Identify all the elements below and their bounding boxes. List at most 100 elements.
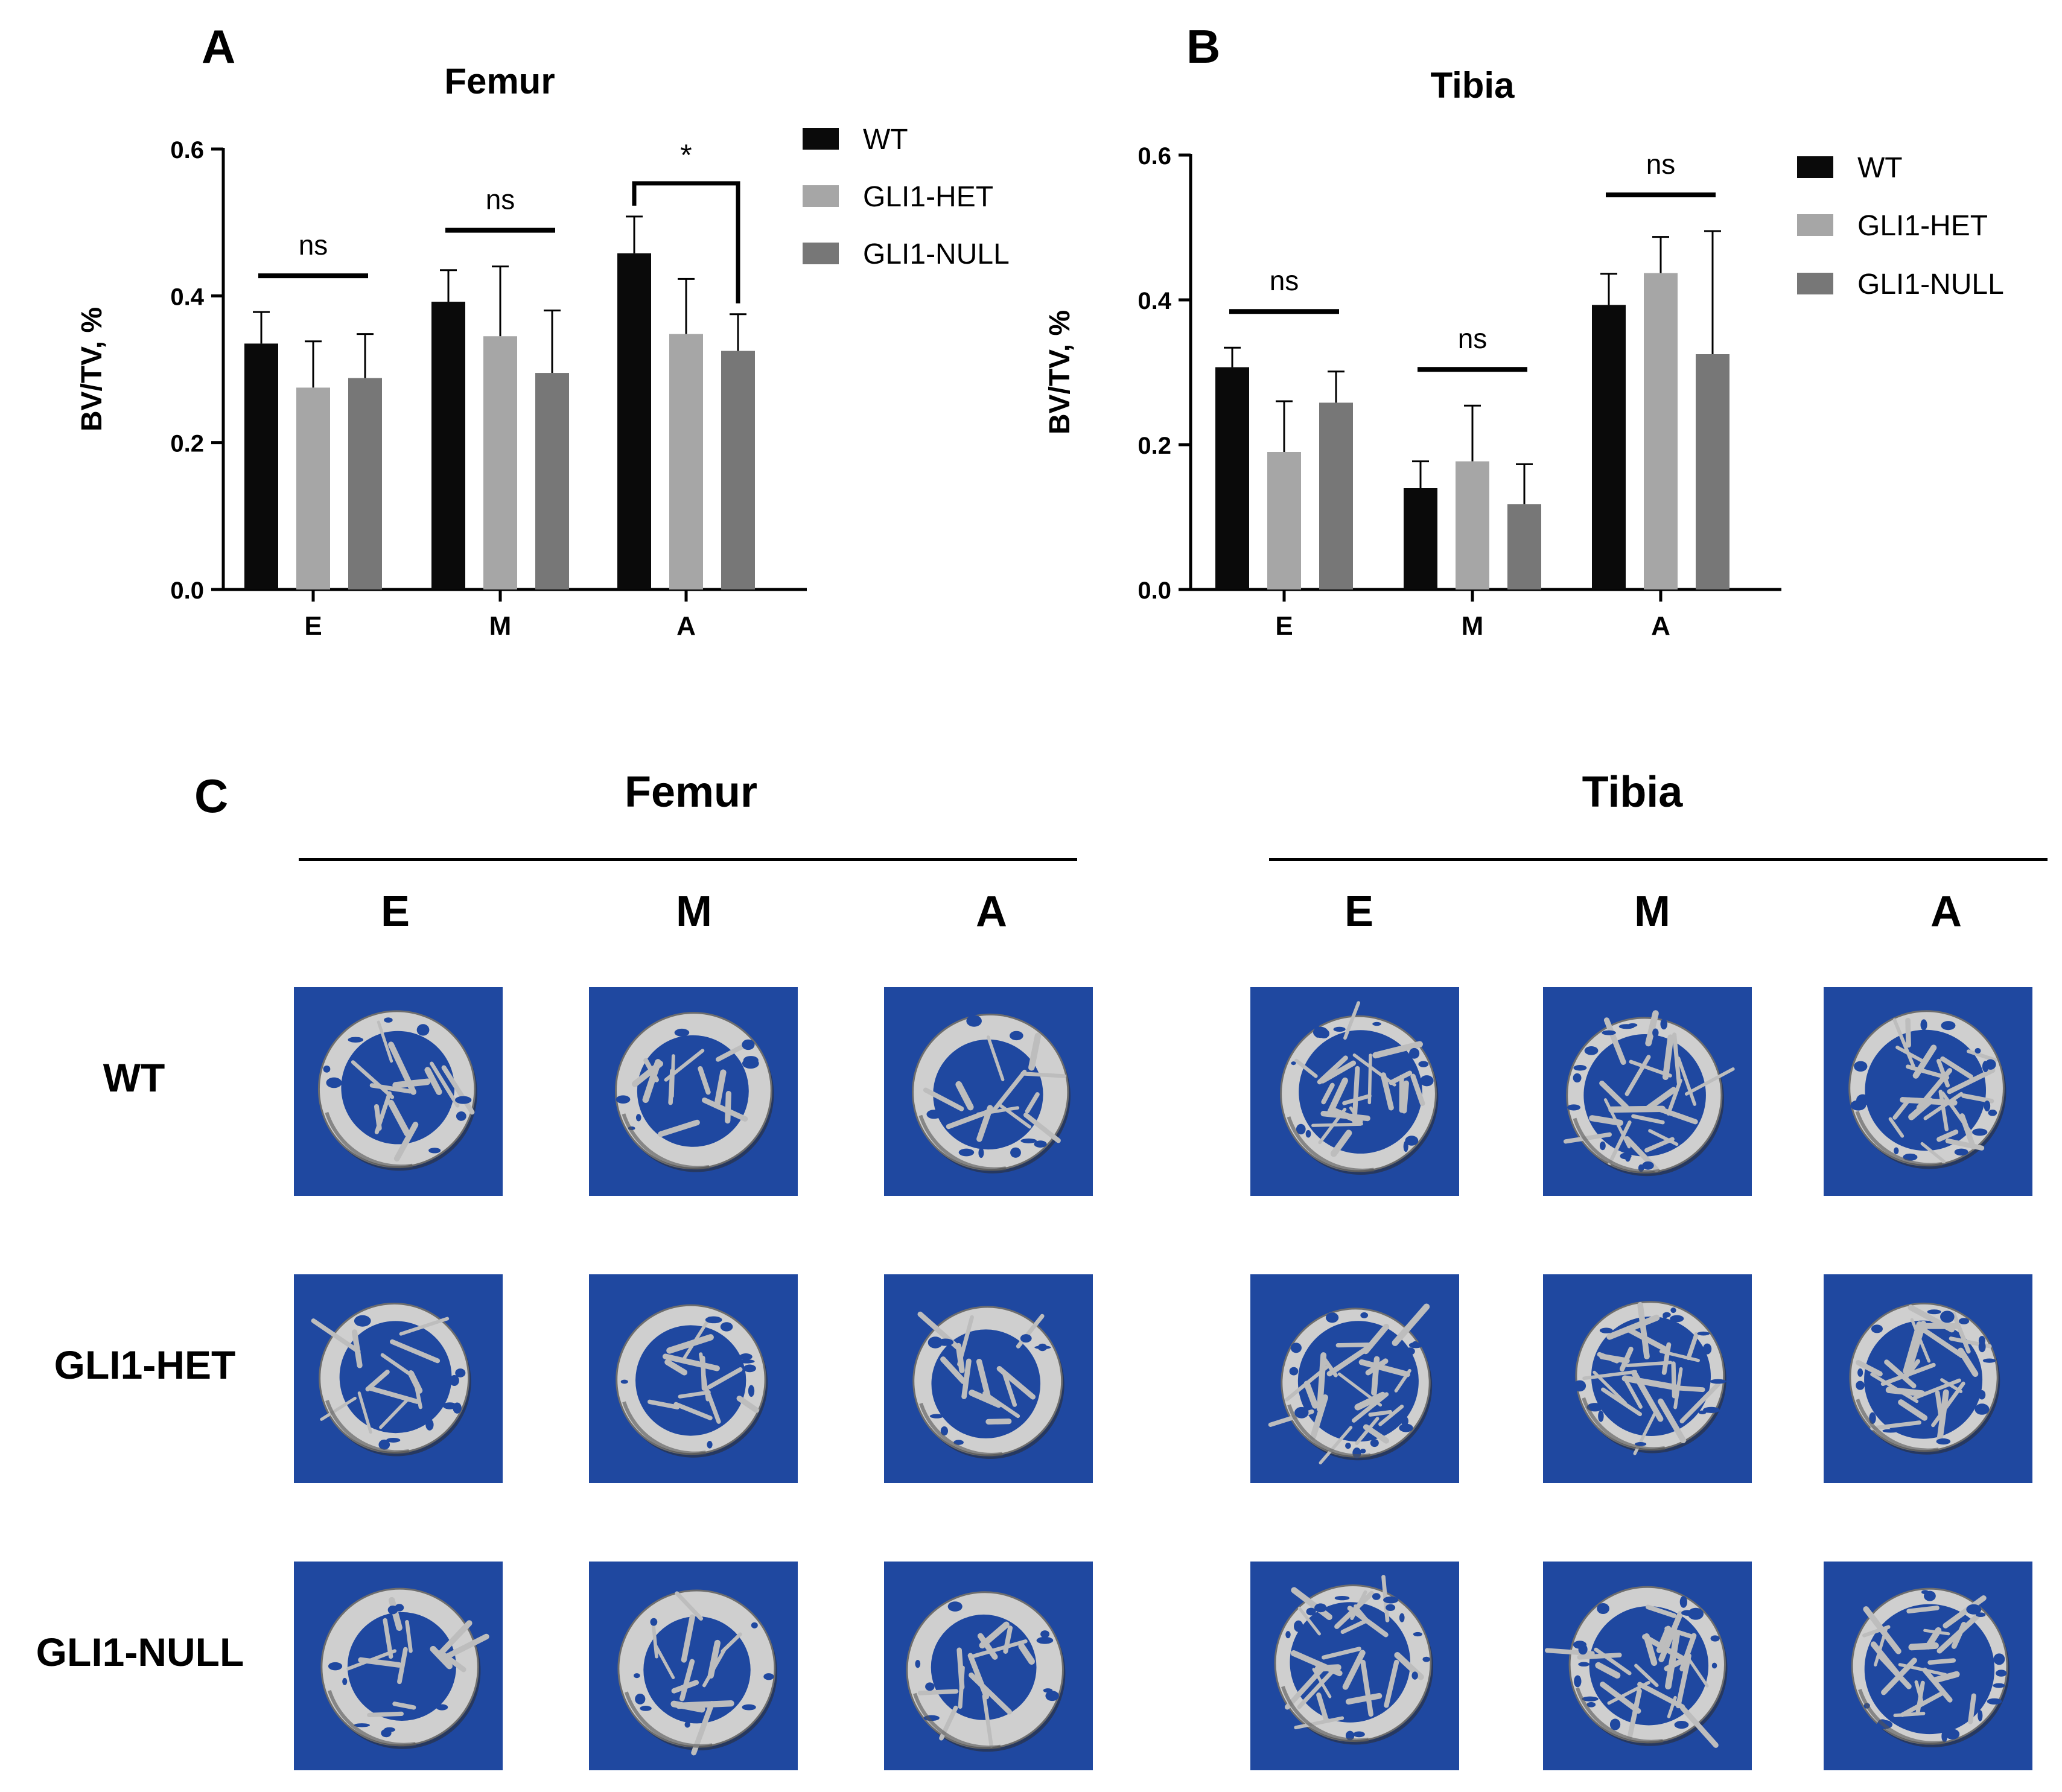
legend-swatch-tibia-wt xyxy=(1797,156,1833,178)
bone-render-image xyxy=(614,1012,774,1172)
bar-tibia-e-gli1-het xyxy=(1267,452,1301,589)
bar-tibia-a-gli1-het xyxy=(1644,273,1678,590)
bone-render-image xyxy=(1563,1010,1735,1177)
bar-femur-m-wt xyxy=(431,302,465,589)
bone-render-image xyxy=(1851,1587,2010,1747)
column-header-tibia-m: M xyxy=(1634,888,1670,936)
bar-femur-m-gli1-het xyxy=(483,336,517,589)
column-header-femur-a: A xyxy=(976,888,1007,936)
group-title-tibia: Tibia xyxy=(1582,768,1683,816)
row-label-gli1-null: GLI1-NULL xyxy=(36,1630,244,1674)
bone-render-image xyxy=(317,1010,477,1171)
group-title-femur: Femur xyxy=(624,768,758,816)
bar-femur-m-gli1-null xyxy=(535,373,569,589)
legend-label-tibia-gli1-null: GLI1-NULL xyxy=(1857,268,2004,300)
bar-tibia-a-wt xyxy=(1592,305,1626,589)
legend-label-tibia-gli1-het: GLI1-HET xyxy=(1857,210,1988,242)
x-tick-label-femur-e: E xyxy=(304,611,322,641)
column-header-tibia-e: E xyxy=(1344,888,1374,936)
legend-label-femur-gli1-het: GLI1-HET xyxy=(863,181,993,213)
scan-tibia-m-gli1-null xyxy=(1543,1562,1752,1770)
row-label-gli1-het: GLI1-HET xyxy=(54,1342,236,1387)
scan-tibia-a-wt xyxy=(1824,987,2032,1196)
x-tick-label-tibia-a: A xyxy=(1651,611,1670,641)
bar-tibia-m-wt xyxy=(1404,488,1437,589)
scan-tibia-e-gli1-null xyxy=(1250,1562,1459,1770)
group-divider-tibia xyxy=(1269,858,2048,861)
x-tick-label-tibia-m: M xyxy=(1462,611,1484,641)
y-axis-label-tibia: BV/TV, % xyxy=(1044,310,1076,434)
y-tick-label-femur-1: 0.2 xyxy=(170,431,204,457)
legend-label-femur-gli1-null: GLI1-NULL xyxy=(863,238,1010,270)
bar-femur-e-gli1-het xyxy=(296,387,330,589)
scan-tibia-m-gli1-het xyxy=(1543,1274,1752,1483)
legend-swatch-femur-gli1-null xyxy=(803,243,839,264)
column-header-tibia-a: A xyxy=(1930,888,1962,936)
scan-tibia-a-gli1-het xyxy=(1824,1274,2032,1483)
x-tick-label-femur-a: A xyxy=(676,611,696,641)
panel-letter-b: B xyxy=(1186,20,1221,73)
scan-femur-e-gli1-null xyxy=(294,1562,503,1770)
column-header-femur-m: M xyxy=(676,888,712,936)
legend-swatch-femur-gli1-het xyxy=(803,185,839,207)
legend-label-tibia-wt: WT xyxy=(1857,152,1903,184)
scan-tibia-e-gli1-het xyxy=(1250,1274,1459,1483)
significance-label-femur-e: ns xyxy=(299,229,328,261)
bone-render-image xyxy=(1848,1010,2006,1169)
group-divider-femur xyxy=(299,858,1077,861)
chart-title-femur: Femur xyxy=(444,61,555,101)
legend-label-femur-wt: WT xyxy=(863,124,908,156)
row-label-wt: WT xyxy=(103,1055,165,1100)
scan-tibia-m-wt xyxy=(1543,987,1752,1196)
y-tick-label-femur-3: 0.6 xyxy=(170,137,204,164)
y-axis-label-femur: BV/TV, % xyxy=(76,307,108,431)
x-tick-label-tibia-e: E xyxy=(1275,611,1293,641)
bar-femur-e-gli1-null xyxy=(348,378,382,589)
significance-label-femur-m: ns xyxy=(486,184,515,215)
bar-tibia-e-gli1-null xyxy=(1319,402,1353,589)
bone-render-image xyxy=(906,1591,1066,1752)
y-tick-label-femur-0: 0.0 xyxy=(170,577,204,604)
bar-tibia-a-gli1-null xyxy=(1696,354,1729,589)
scan-femur-a-gli1-het xyxy=(884,1274,1093,1483)
bar-femur-e-wt xyxy=(244,343,278,589)
column-header-femur-e: E xyxy=(380,888,410,936)
bar-tibia-m-gli1-het xyxy=(1456,461,1489,589)
legend-swatch-femur-wt xyxy=(803,128,839,150)
bar-femur-a-gli1-het xyxy=(669,334,703,589)
y-tick-label-femur-2: 0.4 xyxy=(170,284,204,310)
scan-femur-m-gli1-het xyxy=(589,1274,798,1483)
significance-bracket-femur-a xyxy=(632,181,740,303)
bone-render-image xyxy=(320,1587,489,1749)
bar-femur-a-gli1-null xyxy=(721,351,755,589)
legend-swatch-tibia-gli1-het xyxy=(1797,214,1833,236)
bone-render-image xyxy=(1280,1001,1439,1175)
bone-render-image xyxy=(617,1589,777,1756)
bone-render-image xyxy=(616,1304,768,1458)
bone-render-image xyxy=(1274,1575,1433,1745)
y-tick-label-tibia-0: 0.0 xyxy=(1138,577,1171,604)
scan-femur-m-wt xyxy=(589,987,798,1196)
scan-tibia-e-wt xyxy=(1250,987,1459,1196)
y-tick-label-tibia-3: 0.6 xyxy=(1138,143,1171,170)
bar-femur-a-wt xyxy=(617,253,651,589)
bone-render-image xyxy=(311,1302,471,1457)
scan-femur-a-gli1-null xyxy=(884,1562,1093,1770)
bar-tibia-e-wt xyxy=(1215,367,1249,589)
bone-render-image xyxy=(1849,1302,2000,1455)
panel-letter-c: C xyxy=(194,769,229,822)
scan-femur-e-wt xyxy=(294,987,503,1196)
bar-tibia-m-gli1-null xyxy=(1507,504,1541,589)
significance-label-tibia-e: ns xyxy=(1270,265,1299,296)
bar-charts: Femur BV/TV, % 0.0 0.2 0.4 0.6 E M Ans ns * WT GLI1-… xyxy=(76,61,2004,641)
y-tick-label-tibia-1: 0.2 xyxy=(1138,433,1171,459)
bone-render-image xyxy=(1573,1301,1726,1455)
scan-femur-e-gli1-het xyxy=(294,1274,503,1483)
legend-swatch-tibia-gli1-null xyxy=(1797,273,1833,294)
bone-render-image xyxy=(1268,1303,1433,1465)
scan-femur-m-gli1-null xyxy=(589,1562,798,1770)
significance-label-tibia-m: ns xyxy=(1458,323,1488,354)
y-tick-label-tibia-2: 0.4 xyxy=(1138,288,1171,314)
scan-femur-a-wt xyxy=(884,987,1093,1196)
bone-render-image xyxy=(1544,1586,1728,1748)
